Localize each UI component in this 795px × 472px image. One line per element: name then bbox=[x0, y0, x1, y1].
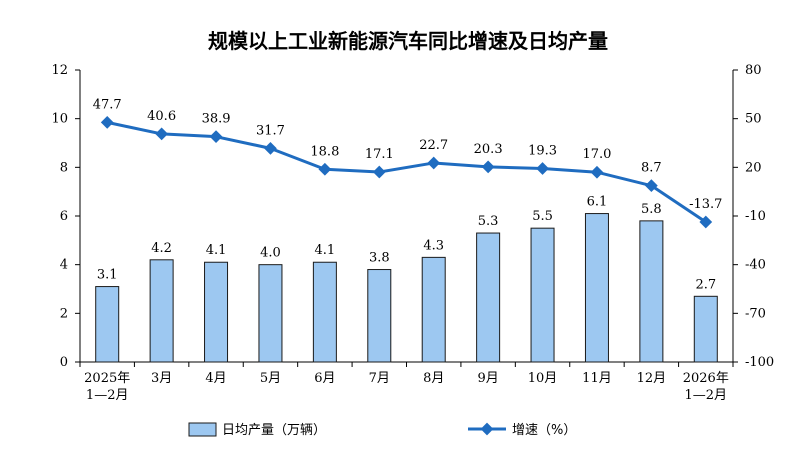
bar bbox=[95, 286, 120, 363]
x-tick-label-line: 8月 bbox=[423, 371, 444, 386]
bar bbox=[367, 269, 392, 363]
line-value-label: 8.7 bbox=[641, 161, 662, 176]
x-tick-label: 10月 bbox=[528, 371, 558, 386]
x-tick-label: 4月 bbox=[205, 371, 226, 386]
left-tick-label: 2 bbox=[60, 306, 68, 321]
x-tick-label-line: 12月 bbox=[637, 371, 667, 386]
bar-value-label: 5.8 bbox=[641, 202, 662, 217]
right-tick-label: 50 bbox=[745, 112, 762, 127]
x-tick-label: 2026年 1—2月 bbox=[683, 371, 729, 403]
growth-line bbox=[106, 120, 707, 224]
line-value-label: 22.7 bbox=[419, 138, 448, 153]
line-marker bbox=[264, 141, 277, 155]
x-tick-label-line: 6月 bbox=[314, 371, 335, 386]
bar-value-label: 3.8 bbox=[369, 251, 390, 266]
bar bbox=[258, 264, 283, 363]
line-value-label: 40.6 bbox=[147, 109, 176, 124]
x-tick-label-line: 2025年 bbox=[84, 371, 130, 386]
legend-line-marker bbox=[480, 422, 494, 436]
bar bbox=[476, 232, 501, 363]
line-series: 47.7 40.6 38.9 31.7 18.8 17.1 22.7 20.3 19.3 17.0… bbox=[93, 97, 722, 229]
x-tick-label: 5月 bbox=[260, 371, 281, 386]
bar bbox=[421, 256, 446, 363]
left-tick-label: 12 bbox=[51, 63, 68, 78]
x-tick-label-line: 1—2月 bbox=[685, 388, 728, 403]
bar-value-label: 5.5 bbox=[532, 209, 553, 224]
bar-value-label: 4.1 bbox=[315, 243, 336, 258]
x-tick-label-line: 4月 bbox=[205, 371, 226, 386]
axes: 0 2 4 6 8 10 12 -100 -70 -40 -10 20 50 80 2025年 1—2月 3月 4… bbox=[51, 63, 774, 403]
line-value-label: -13.7 bbox=[689, 197, 722, 212]
line-marker bbox=[427, 156, 441, 170]
line-marker bbox=[155, 127, 168, 141]
line-value-label: 19.3 bbox=[528, 143, 557, 158]
legend-bar-swatch bbox=[188, 422, 217, 437]
x-tick-label-line: 3月 bbox=[151, 371, 172, 386]
line-marker bbox=[536, 162, 549, 175]
bar-value-label: 3.1 bbox=[97, 268, 118, 283]
x-tick-label: 7月 bbox=[369, 371, 390, 386]
bar-value-label: 6.1 bbox=[587, 195, 608, 210]
bar bbox=[693, 295, 718, 363]
bar bbox=[530, 227, 555, 363]
left-tick-label: 0 bbox=[60, 355, 68, 370]
line-marker bbox=[100, 116, 114, 129]
bar-value-label: 4.1 bbox=[206, 243, 227, 258]
line-value-label: 47.7 bbox=[93, 97, 122, 112]
x-tick-label: 11月 bbox=[582, 371, 612, 386]
line-marker bbox=[590, 165, 604, 179]
x-tick-label: 3月 bbox=[151, 371, 172, 386]
bar-value-label: 4.3 bbox=[423, 238, 444, 253]
bar-value-label: 4.0 bbox=[260, 246, 281, 261]
bar-value-label: 5.3 bbox=[478, 214, 499, 229]
chart-title: 规模以上工业新能源汽车同比增速及日均产量 bbox=[208, 29, 608, 53]
bar-value-label: 4.2 bbox=[151, 241, 172, 256]
legend-line-label: 增速（%） bbox=[512, 423, 576, 438]
x-tick-label-line: 7月 bbox=[369, 371, 390, 386]
x-tick-label-line: 5月 bbox=[260, 371, 281, 386]
x-tick-label: 2025年 1—2月 bbox=[84, 371, 130, 403]
x-tick-label-line: 9月 bbox=[477, 371, 498, 386]
bar bbox=[149, 259, 174, 363]
line-value-label: 38.9 bbox=[202, 112, 231, 127]
line-value-label: 18.8 bbox=[310, 144, 339, 159]
line-value-label: 20.3 bbox=[474, 142, 503, 157]
left-tick-label: 6 bbox=[60, 209, 68, 224]
x-tick-label: 9月 bbox=[477, 371, 498, 386]
bar-value-label: 2.7 bbox=[695, 277, 716, 292]
x-tick-label-line: 2026年 bbox=[683, 371, 729, 386]
line-value-label: 31.7 bbox=[256, 123, 285, 138]
bar bbox=[639, 220, 664, 363]
left-tick-label: 4 bbox=[60, 258, 68, 273]
line-marker bbox=[372, 165, 386, 179]
line-marker bbox=[209, 130, 223, 144]
line-marker bbox=[318, 162, 332, 176]
bar bbox=[204, 261, 229, 363]
left-tick-label: 8 bbox=[60, 160, 68, 175]
line-value-label: 17.0 bbox=[582, 147, 611, 162]
bar-series: 3.1 4.2 4.1 4.0 4.1 3.8 4.3 5.3 5.5 6.1 5.8 2.7 bbox=[95, 195, 718, 363]
right-tick-label: 80 bbox=[745, 63, 762, 78]
x-tick-label-line: 11月 bbox=[582, 371, 612, 386]
bar bbox=[584, 213, 609, 363]
right-tick-label: -100 bbox=[745, 355, 774, 370]
x-tick-label: 8月 bbox=[423, 371, 444, 386]
left-tick-label: 10 bbox=[51, 112, 68, 127]
bar bbox=[312, 261, 337, 363]
x-tick-label-line: 10月 bbox=[528, 371, 558, 386]
line-value-label: 17.1 bbox=[365, 147, 394, 162]
x-tick-label: 6月 bbox=[314, 371, 335, 386]
x-tick-label-line: 1—2月 bbox=[86, 388, 129, 403]
legend-bar-label: 日均产量（万辆） bbox=[222, 423, 326, 438]
legend: 日均产量（万辆） 增速（%） bbox=[188, 422, 576, 438]
right-tick-label: 20 bbox=[745, 160, 762, 175]
right-tick-label: -40 bbox=[745, 258, 766, 273]
x-tick-label: 12月 bbox=[637, 371, 667, 386]
right-tick-label: -10 bbox=[745, 209, 766, 224]
right-tick-label: -70 bbox=[745, 306, 766, 321]
line-marker bbox=[481, 160, 495, 174]
